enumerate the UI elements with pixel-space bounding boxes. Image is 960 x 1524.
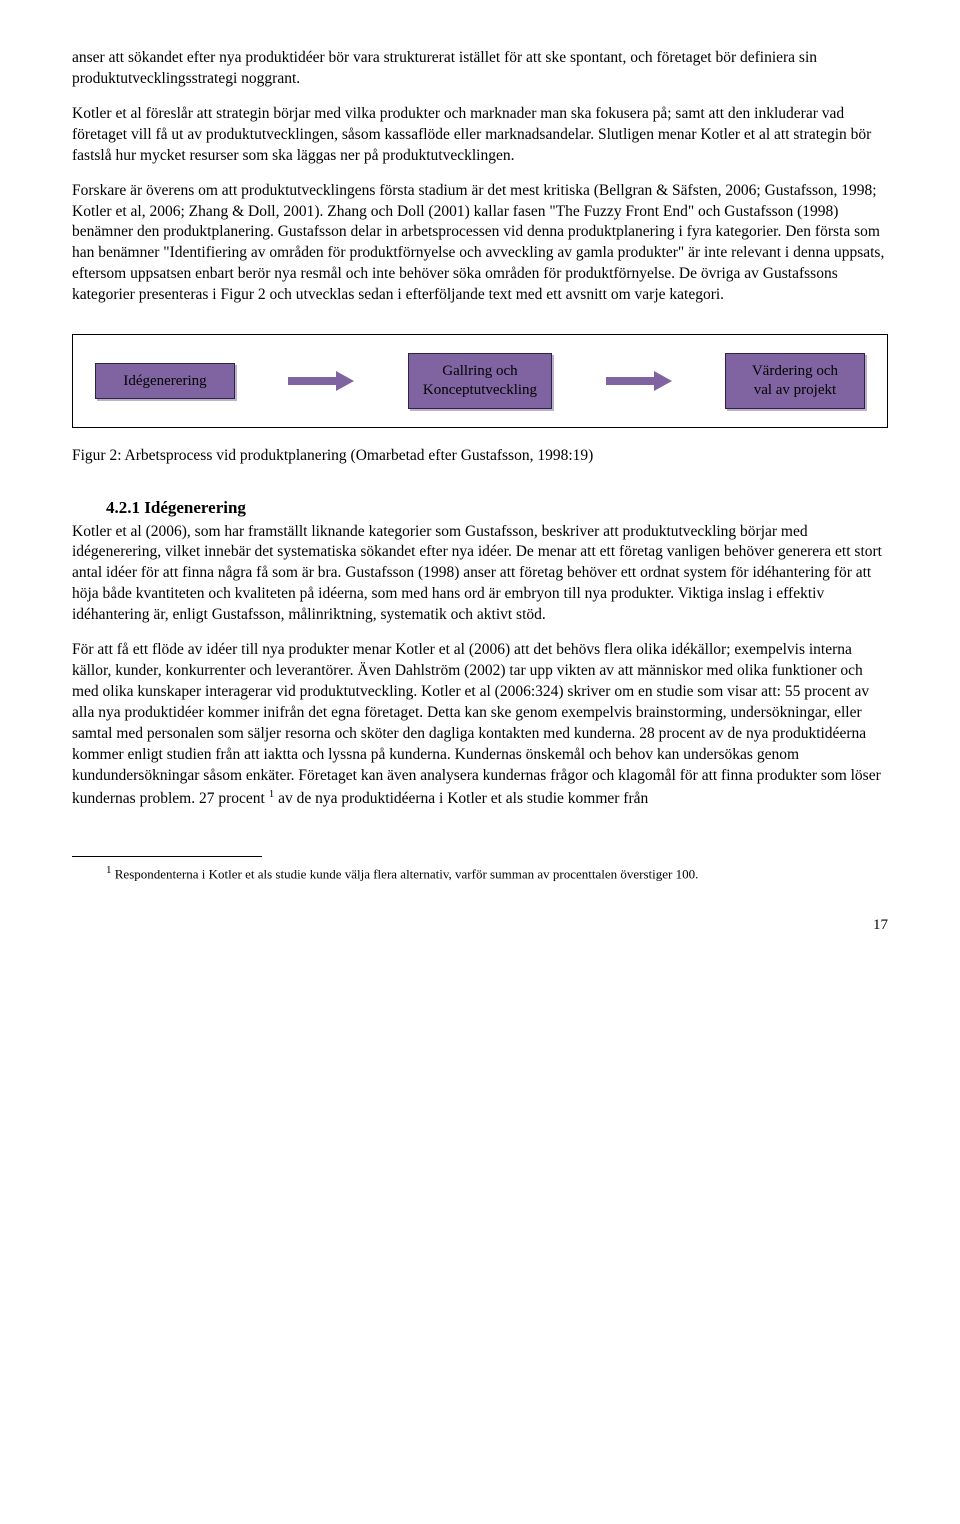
section-heading: 4.2.1 Idégenerering <box>106 497 888 520</box>
flow-node-vardering: Värdering och val av projekt <box>725 353 865 409</box>
paragraph: Kotler et al (2006), som har framställt … <box>72 522 888 627</box>
figure-caption: Figur 2: Arbetsprocess vid produktplaner… <box>72 446 888 467</box>
paragraph: Forskare är överens om att produktutveck… <box>72 181 888 307</box>
paragraph: För att få ett flöde av idéer till nya p… <box>72 640 888 810</box>
flow-node-label-line2: val av projekt <box>754 382 836 398</box>
paragraph: anser att sökandet efter nya produktidée… <box>72 48 888 90</box>
arrow-icon <box>606 371 672 391</box>
footnote-text: Respondenterna i Kotler et als studie ku… <box>112 866 699 881</box>
flow-node-gallring: Gallring och Konceptutveckling <box>408 353 552 409</box>
footnote: 1 Respondenterna i Kotler et als studie … <box>106 863 888 883</box>
arrow-icon <box>288 371 354 391</box>
flow-node-label-line1: Värdering och <box>752 363 838 379</box>
flow-node-label-line1: Gallring och <box>442 363 517 379</box>
flow-node-label: Idégenerering <box>123 373 206 389</box>
paragraph-text: av de nya produktidéerna i Kotler et als… <box>274 790 648 807</box>
flowchart: Idégenerering Gallring och Konceptutveck… <box>95 353 865 409</box>
paragraph: Kotler et al föreslår att strategin börj… <box>72 104 888 167</box>
flow-node-idegenerering: Idégenerering <box>95 363 235 400</box>
paragraph-text: För att få ett flöde av idéer till nya p… <box>72 641 881 807</box>
figure-frame: Idégenerering Gallring och Konceptutveck… <box>72 334 888 428</box>
page-number: 17 <box>72 915 888 935</box>
flow-node-label-line2: Konceptutveckling <box>423 382 537 398</box>
footnote-separator <box>72 856 262 857</box>
